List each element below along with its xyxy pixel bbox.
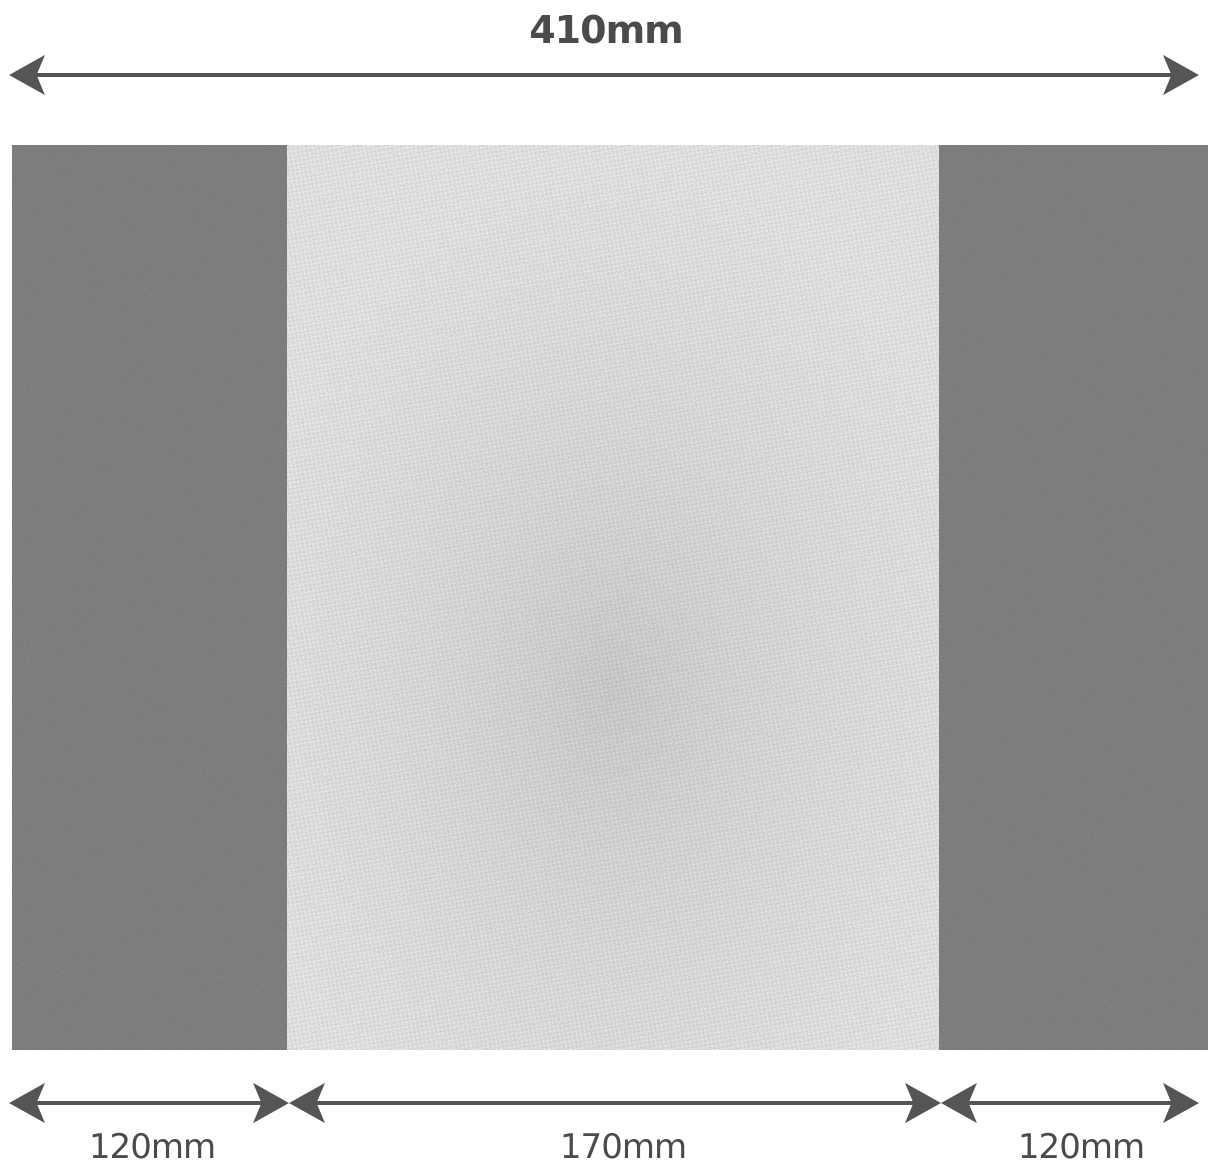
center-width-label: 170mm: [559, 1127, 687, 1167]
right-width-arrow: [940, 1082, 1200, 1124]
left-fabric-panel-highlight: [12, 145, 287, 1050]
total-width-label: 410mm: [529, 8, 684, 52]
center-fabric-shading: [287, 145, 939, 1050]
fabric-panels: [12, 145, 1208, 1050]
left-width-arrow: [8, 1082, 290, 1124]
center-width-arrow: [288, 1082, 942, 1124]
total-width-arrow: [8, 54, 1200, 96]
left-width-label: 120mm: [88, 1127, 216, 1167]
right-width-label: 120mm: [1017, 1127, 1145, 1167]
right-fabric-panel-highlight: [939, 145, 1208, 1050]
